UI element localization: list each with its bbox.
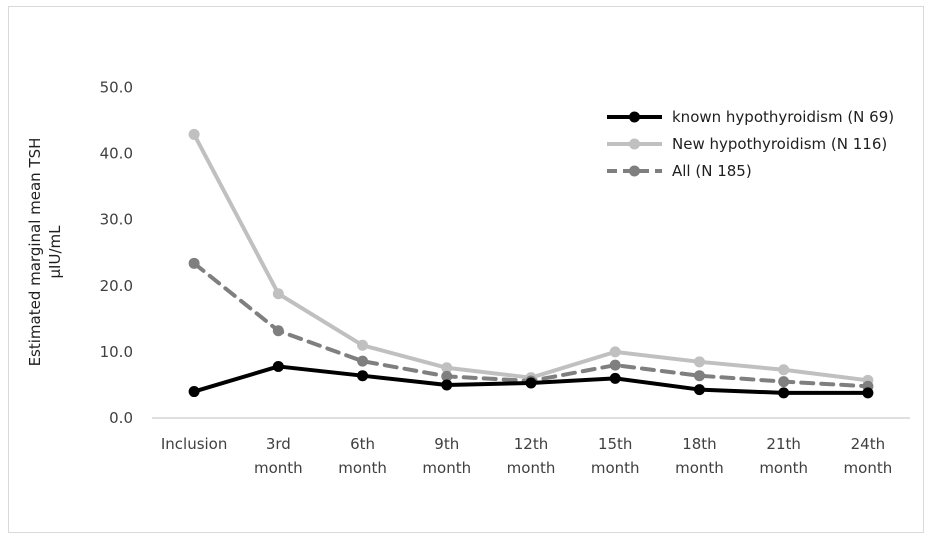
data-point <box>188 128 200 140</box>
y-axis-title: Estimated marginal mean TSH µIU/mL <box>26 138 64 367</box>
data-point <box>778 364 790 376</box>
y-axis-title-line: Estimated marginal mean TSH <box>26 138 44 367</box>
data-point <box>778 387 790 399</box>
x-tick-label: 9th month <box>422 435 471 477</box>
series-group <box>188 360 874 399</box>
legend-label: New hypothyroidism (N 116) <box>672 135 887 153</box>
y-axis-title-line: µIU/mL <box>46 225 64 279</box>
legend: known hypothyroidism (N 69) New hypothyro… <box>607 108 894 180</box>
data-point <box>188 257 200 269</box>
y-tick-label: 50.0 <box>100 79 133 97</box>
data-point <box>357 355 369 367</box>
data-point <box>693 384 705 396</box>
y-tick-label: 40.0 <box>100 145 133 163</box>
data-point <box>609 372 621 384</box>
chart-frame <box>8 6 924 533</box>
data-point <box>609 346 621 358</box>
x-tick-label: 12th month <box>507 435 556 477</box>
y-tick-label: 20.0 <box>100 277 133 295</box>
data-point <box>357 339 369 351</box>
y-tick-label: 30.0 <box>100 211 133 229</box>
data-point <box>441 370 453 382</box>
legend-item: All (N 185) <box>607 162 752 180</box>
data-point <box>441 379 453 391</box>
legend-swatch-marker <box>629 165 640 177</box>
legend-item: known hypothyroidism (N 69) <box>607 108 894 126</box>
y-tick-label: 10.0 <box>100 343 133 361</box>
x-axis-tick-labels: Inclusion 3rd month 6th month 9th month 12th mon… <box>161 435 892 477</box>
data-point <box>272 288 284 300</box>
data-point <box>862 387 874 399</box>
data-point <box>525 377 537 389</box>
x-tick-label: 21th month <box>759 435 808 477</box>
legend-item: New hypothyroidism (N 116) <box>607 135 887 153</box>
data-point <box>441 362 453 374</box>
series-layer <box>188 128 874 399</box>
series-group <box>188 257 874 392</box>
data-point <box>693 370 705 382</box>
y-axis-tick-labels: 0.0 10.0 20.0 30.0 40.0 50.0 <box>100 79 133 428</box>
data-point <box>188 386 200 398</box>
y-tick-label: 0.0 <box>109 409 133 427</box>
data-point <box>272 325 284 337</box>
legend-label: known hypothyroidism (N 69) <box>672 108 894 126</box>
x-tick-label: Inclusion <box>161 435 228 453</box>
data-point <box>357 370 369 382</box>
data-point <box>693 356 705 368</box>
series-line <box>192 132 870 383</box>
x-tick-label: 18th month <box>675 435 724 477</box>
legend-label: All (N 185) <box>672 162 752 180</box>
legend-swatch-marker <box>629 111 640 123</box>
x-tick-label: 3rd month <box>254 435 303 477</box>
x-tick-label: 15th month <box>591 435 640 477</box>
x-tick-label: 6th month <box>338 435 387 477</box>
data-point <box>609 359 621 371</box>
legend-swatch-marker <box>629 138 640 150</box>
data-point <box>778 376 790 388</box>
series-group <box>188 128 874 386</box>
data-point <box>272 360 284 372</box>
x-tick-label: 24th month <box>844 435 893 477</box>
